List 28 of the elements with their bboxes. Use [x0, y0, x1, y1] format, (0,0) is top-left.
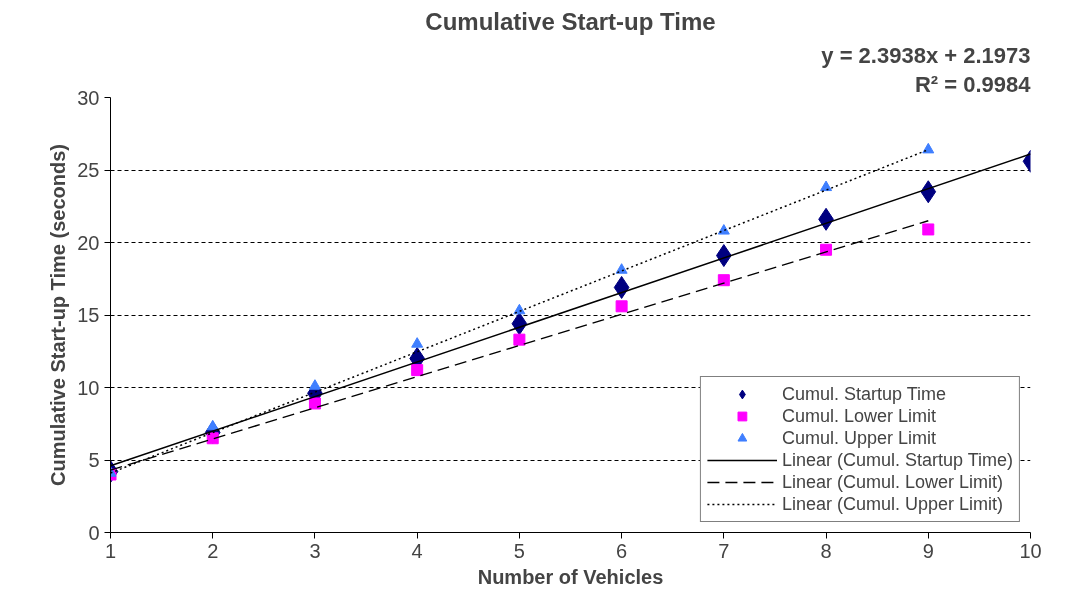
- y-tick-label: 15: [77, 304, 100, 326]
- x-tick-label: 2: [207, 539, 219, 562]
- x-tick-label: 7: [718, 539, 730, 562]
- y-tick-label: 10: [77, 376, 100, 399]
- y-axis-title: Cumulative Start-up Time (seconds): [47, 144, 70, 486]
- x-tick-label: 6: [616, 539, 628, 562]
- x-tick-label: 4: [411, 539, 423, 562]
- x-tick-label: 10: [1019, 539, 1042, 562]
- y-tick-label: 20: [77, 231, 100, 254]
- y-tick-label: 25: [77, 159, 100, 181]
- y-tick-label: 5: [88, 449, 100, 471]
- legend-label: Linear (Cumul. Upper Limit): [781, 493, 1003, 515]
- x-tick-label: 8: [820, 539, 832, 562]
- x-tick-label: 5: [513, 539, 525, 562]
- y-tick-label: 0: [88, 521, 100, 544]
- x-tick-label: 9: [922, 539, 934, 562]
- legend-label: Linear (Cumul. Lower Limit): [781, 471, 1003, 493]
- x-axis-title: Number of Vehicles: [477, 565, 664, 588]
- text: y = 2.3938x + 2.1973: [821, 42, 1031, 68]
- legend-label: Cumul. Upper Limit: [781, 427, 936, 449]
- y-tick-label: 30: [77, 86, 100, 109]
- legend-label: Cumul. Startup Time: [781, 383, 946, 405]
- legend-label: Linear (Cumul. Startup Time): [781, 449, 1013, 471]
- chart-title: Cumulative Start-up Time: [425, 7, 716, 35]
- x-tick-label: 3: [309, 539, 321, 562]
- text: R² = 0.9984: [914, 71, 1032, 97]
- x-tick-label: 1: [104, 539, 117, 562]
- legend-label: Cumul. Lower Limit: [781, 405, 936, 427]
